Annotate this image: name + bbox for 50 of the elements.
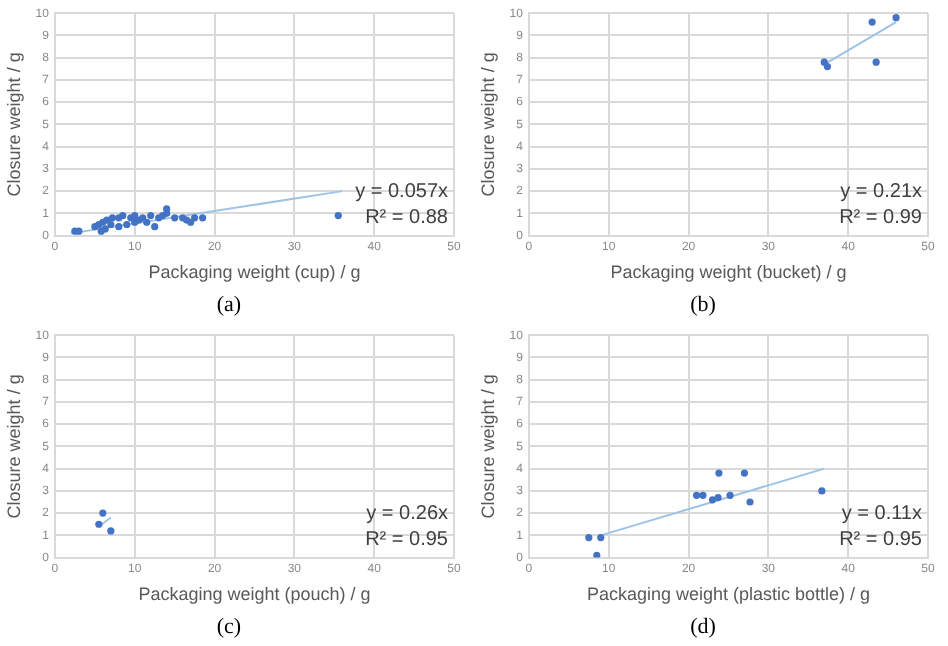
- x-axis-title: Packaging weight (pouch) / g: [138, 583, 371, 604]
- point: [868, 18, 876, 26]
- x-axis-title: Packaging weight (plastic bottle) / g: [586, 583, 871, 604]
- point: [692, 491, 701, 499]
- text: (b): [690, 292, 717, 317]
- annotation: R² = 0.99: [839, 207, 923, 230]
- annotation: y = 0.26x: [366, 503, 448, 526]
- annotation: R² = 0.88: [365, 207, 449, 230]
- point: [714, 493, 722, 502]
- text: (d): [690, 614, 717, 639]
- point: [699, 491, 707, 499]
- annotation: y = 0.057x: [355, 181, 448, 204]
- point: [147, 211, 155, 220]
- point: [199, 214, 207, 222]
- y-axis-title: Closure weight / g: [477, 374, 498, 519]
- point: [191, 214, 199, 222]
- y-axis-title: Closure weight / g: [3, 374, 24, 519]
- point: [107, 220, 115, 229]
- annotation: y = 0.11x: [841, 503, 922, 526]
- point: [115, 223, 123, 231]
- point: [151, 223, 159, 231]
- point: [715, 469, 723, 477]
- point: [143, 218, 151, 226]
- annotation: R² = 0.95: [839, 529, 923, 552]
- point: [708, 496, 717, 504]
- annotation: y = 0.21x: [840, 181, 922, 204]
- point: [892, 14, 900, 22]
- annotation: R² = 0.95: [365, 529, 449, 552]
- x-axis-title: Packaging weight (cup) / g: [148, 261, 361, 282]
- point: [171, 214, 179, 222]
- point: [593, 551, 601, 558]
- point: [123, 220, 131, 229]
- y-axis-title: Closure weight / g: [3, 52, 24, 197]
- point: [107, 527, 115, 535]
- point: [585, 533, 593, 542]
- point: [823, 62, 832, 71]
- point: [334, 211, 342, 220]
- point: [95, 520, 103, 528]
- point: [818, 487, 826, 495]
- text: (a): [216, 292, 242, 317]
- point: [99, 509, 107, 517]
- point: [108, 214, 117, 222]
- point: [740, 469, 749, 477]
- point: [872, 58, 880, 66]
- point: [726, 491, 734, 499]
- point: [597, 533, 605, 542]
- point: [746, 498, 754, 506]
- x-axis-title: Packaging weight (bucket) / g: [610, 261, 847, 282]
- text: (c): [216, 614, 242, 639]
- y-axis-title: Closure weight / g: [477, 52, 498, 197]
